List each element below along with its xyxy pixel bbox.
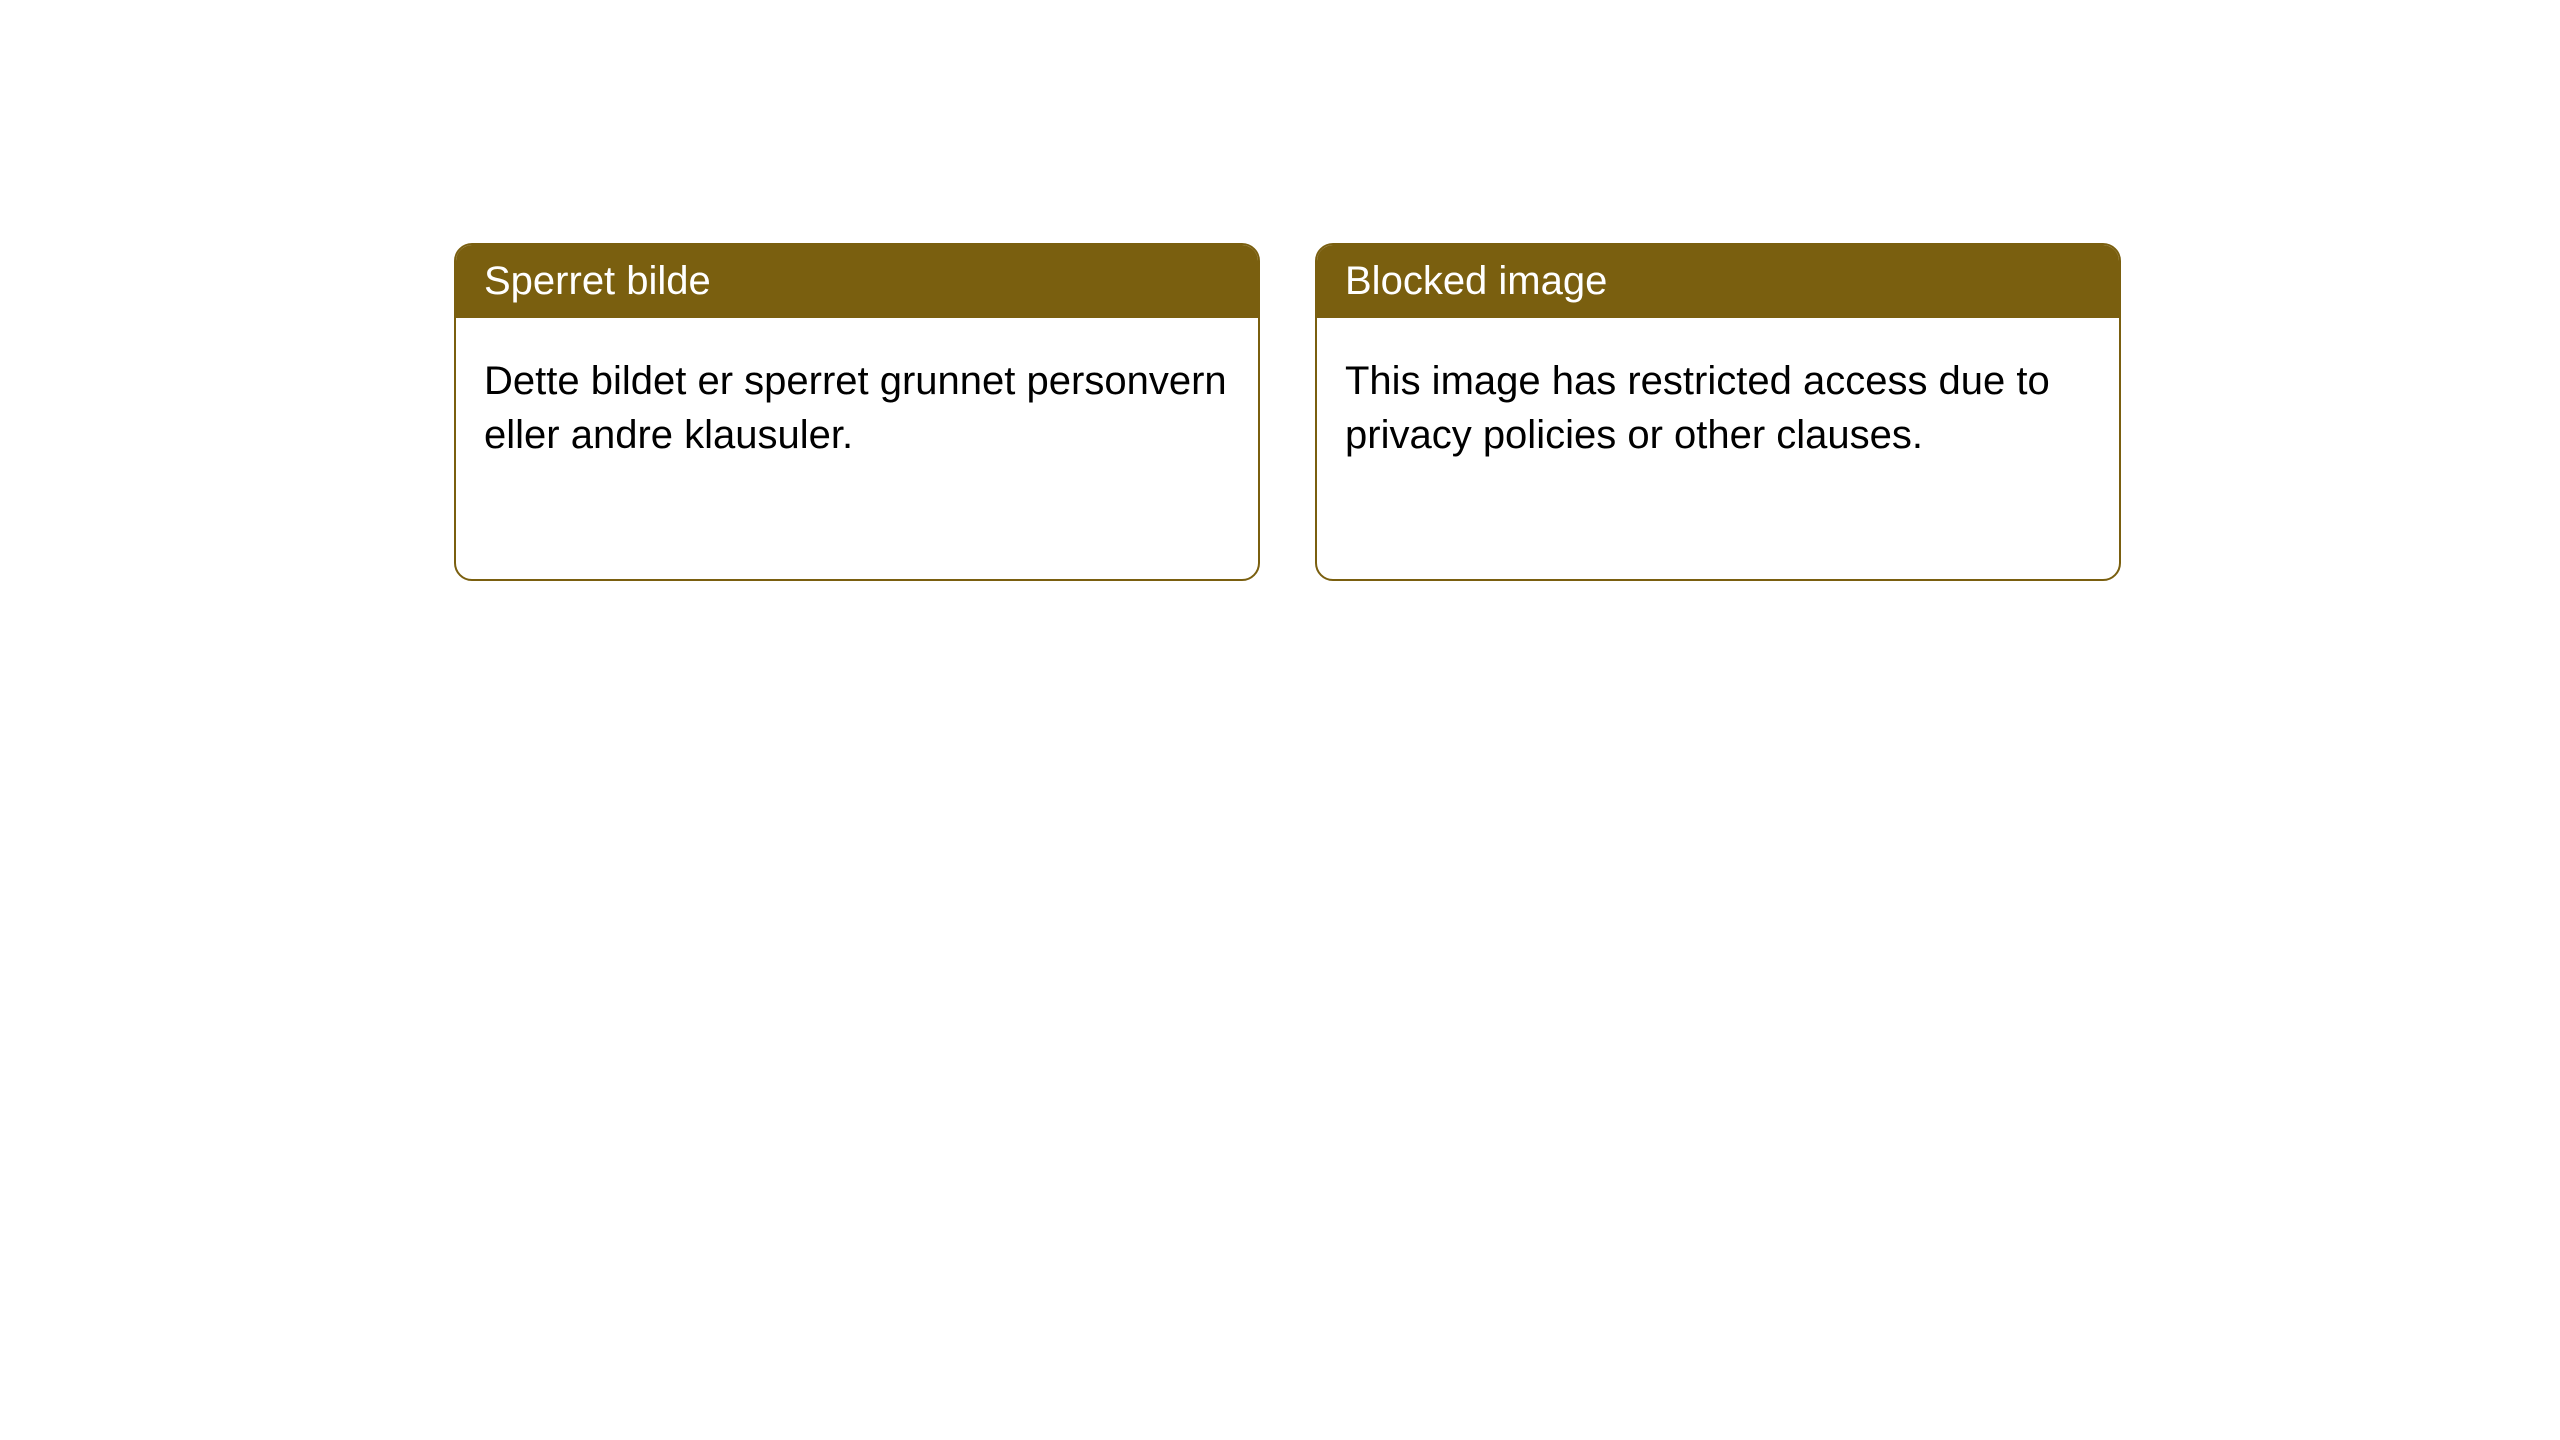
card-message: This image has restricted access due to … bbox=[1345, 359, 2050, 457]
card-message: Dette bildet er sperret grunnet personve… bbox=[484, 359, 1227, 457]
card-header: Sperret bilde bbox=[456, 245, 1258, 318]
card-title: Sperret bilde bbox=[484, 259, 711, 303]
card-title: Blocked image bbox=[1345, 259, 1607, 303]
card-header: Blocked image bbox=[1317, 245, 2119, 318]
notice-card-norwegian: Sperret bilde Dette bildet er sperret gr… bbox=[454, 243, 1260, 581]
card-body: This image has restricted access due to … bbox=[1317, 318, 2119, 498]
notice-card-english: Blocked image This image has restricted … bbox=[1315, 243, 2121, 581]
notice-cards-container: Sperret bilde Dette bildet er sperret gr… bbox=[454, 243, 2121, 581]
card-body: Dette bildet er sperret grunnet personve… bbox=[456, 318, 1258, 498]
